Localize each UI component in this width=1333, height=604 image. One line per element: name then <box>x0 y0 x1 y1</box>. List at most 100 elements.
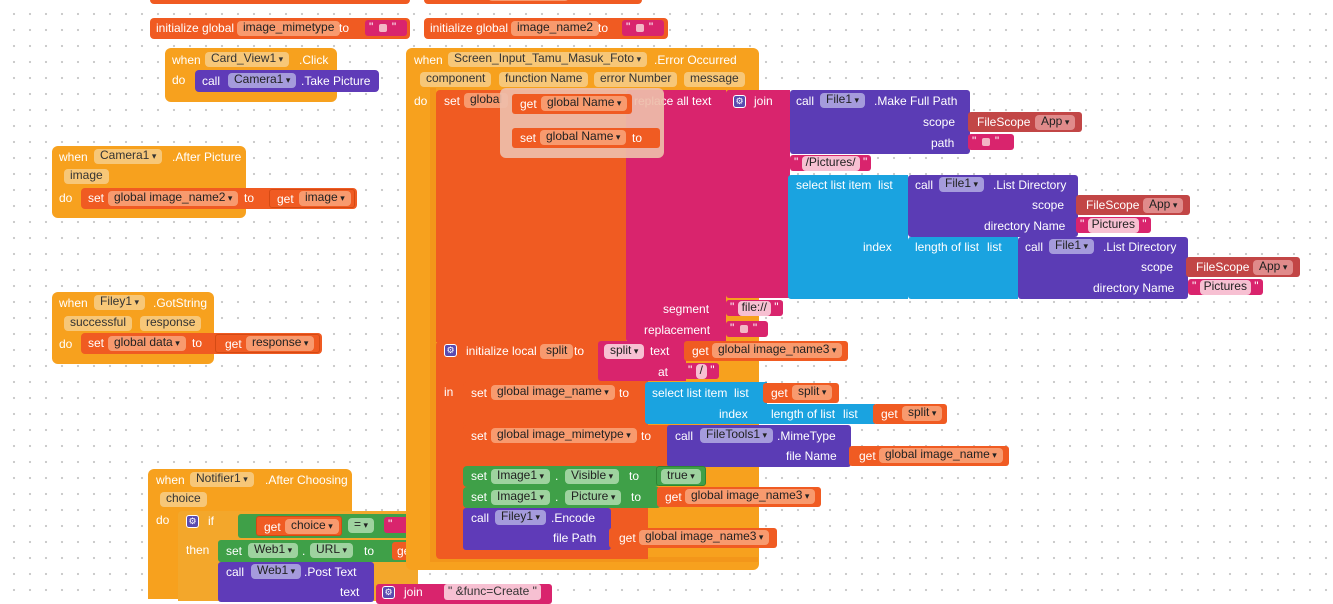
call-camera-take-picture[interactable]: call Camera1 .Take Picture <box>195 70 379 92</box>
get-name3-block[interactable]: get global image_name3 <box>684 341 848 361</box>
text-op-dropdown[interactable]: split <box>604 344 645 359</box>
call-file-list-directory[interactable]: call File1 .List Directory scope directo… <box>908 175 1078 237</box>
filescope-app-block[interactable]: FileScope App <box>1076 195 1190 215</box>
true-block[interactable]: true <box>656 466 706 486</box>
empty-text-block[interactable]: " " <box>622 20 664 36</box>
filescope-app-block[interactable]: FileScope App <box>1186 257 1300 277</box>
set-web-url-block[interactable]: set Web1 . URL to get <box>218 540 414 562</box>
component-dropdown[interactable]: Web1 <box>248 543 299 558</box>
variable-dropdown[interactable]: global image_name2 <box>108 191 239 206</box>
mutator-gear-icon[interactable]: ⚙ <box>733 95 746 108</box>
get-image-block[interactable]: get image <box>269 189 355 208</box>
set-image-picture-block[interactable]: set Image1 . Picture to <box>463 487 661 508</box>
slash-string[interactable]: " / " <box>684 363 719 379</box>
component-dropdown[interactable]: File1 <box>1049 239 1095 254</box>
component-dropdown[interactable]: Notifier1 <box>190 472 254 487</box>
variable-dropdown[interactable]: global image_name <box>491 385 615 400</box>
set-global-name2-block[interactable]: set global image_name2 to get image <box>81 188 357 209</box>
select-list-item-block[interactable]: select list item list index <box>788 175 908 299</box>
call-file-list-directory-2[interactable]: call File1 .List Directory scope directo… <box>1018 237 1188 299</box>
param-chip[interactable]: error Number <box>594 72 678 87</box>
length-of-list-block-2[interactable]: length of list list <box>763 404 875 424</box>
pictures-path-string[interactable]: " /Pictures/ " <box>790 155 872 171</box>
property-dropdown[interactable]: Visible <box>565 469 620 484</box>
component-dropdown[interactable]: Filey1 <box>495 510 547 525</box>
variable-dropdown[interactable]: global image_name <box>879 448 1003 463</box>
variable-dropdown[interactable]: global data <box>108 336 186 351</box>
set-mimetype-block[interactable]: set global image_mimetype to <box>463 425 669 467</box>
component-dropdown[interactable]: File1 <box>820 93 866 108</box>
component-dropdown[interactable]: Web1 <box>251 564 302 579</box>
variable-dropdown[interactable]: global image_mimetype <box>491 428 637 443</box>
scope-dropdown[interactable]: App <box>1035 115 1076 130</box>
scope-dropdown[interactable]: App <box>1143 198 1184 213</box>
variable-dropdown[interactable]: response <box>246 336 315 351</box>
segment-string[interactable]: " file:// " <box>726 300 783 316</box>
param-chip[interactable]: function Name <box>499 72 589 87</box>
scope-dropdown[interactable]: App <box>1253 260 1294 275</box>
init-global-mimetype-block[interactable]: initialize global image_mimetype to " " <box>150 18 410 39</box>
get-split-block[interactable]: get split <box>763 383 839 403</box>
get-response-block[interactable]: get response <box>215 334 320 353</box>
get-image-name-block[interactable]: get global image_name <box>849 446 1009 466</box>
set-image-name-block[interactable]: set global image_name to <box>463 382 647 426</box>
pictures-string[interactable]: " Pictures " <box>1076 217 1151 233</box>
param-chip[interactable]: message <box>684 72 745 87</box>
global-name-chip[interactable]: image_name2 <box>511 21 600 36</box>
partial-top-block-right[interactable]: image_name <box>424 0 642 4</box>
variable-dropdown[interactable]: image <box>299 191 351 206</box>
param-chip[interactable]: response <box>140 316 202 331</box>
mutator-gear-icon[interactable]: ⚙ <box>186 515 199 528</box>
split-text-block[interactable]: split text at <box>598 341 686 381</box>
get-name3-block-3[interactable]: get global image_name3 <box>609 528 777 548</box>
variable-dropdown[interactable]: split <box>902 406 943 421</box>
property-dropdown[interactable]: Picture <box>565 490 622 505</box>
local-var-chip[interactable]: split <box>540 344 574 359</box>
variable-dropdown[interactable]: global image_name3 <box>639 530 770 545</box>
variable-dropdown[interactable]: split <box>792 385 833 400</box>
empty-text-block[interactable]: " " <box>365 20 407 36</box>
set-global-name-block[interactable]: set global Name to <box>512 128 660 148</box>
set-image-visible-block[interactable]: set Image1 . Visible to <box>463 466 659 487</box>
variable-dropdown[interactable]: global Name <box>540 130 627 145</box>
replacement-empty-string[interactable]: " " <box>726 321 768 337</box>
variable-dropdown[interactable]: global Name <box>541 96 628 111</box>
component-dropdown[interactable]: Card_View1 <box>205 52 290 67</box>
variable-dropdown[interactable]: global <box>464 93 509 108</box>
call-web-post-text[interactable]: call Web1 .Post Text text <box>218 562 374 602</box>
variable-dropdown[interactable]: global image_name3 <box>712 343 843 358</box>
get-split-block-2[interactable]: get split <box>873 404 947 424</box>
empty-path-string[interactable]: " " <box>968 134 1014 150</box>
component-dropdown[interactable]: FileTools1 <box>700 428 774 443</box>
mutator-gear-icon[interactable]: ⚙ <box>382 586 395 599</box>
string-block[interactable]: " &func=Create " <box>444 584 541 600</box>
component-dropdown[interactable]: Camera1 <box>94 149 163 164</box>
variable-dropdown[interactable]: choice <box>285 519 339 534</box>
compare-block[interactable]: get choice = " <box>238 514 414 538</box>
param-chip[interactable]: image <box>64 169 109 184</box>
variable-dropdown[interactable]: global image_name3 <box>685 489 816 504</box>
component-dropdown[interactable]: Image1 <box>491 490 551 505</box>
call-file-make-full-path[interactable]: call File1 .Make Full Path scope path <box>790 90 970 154</box>
filescope-app-block[interactable]: FileScope App <box>968 112 1082 132</box>
property-dropdown[interactable]: URL <box>310 543 354 558</box>
set-global-data-block[interactable]: set global data to get response <box>81 333 322 354</box>
variable-flyout-popup[interactable]: get global Name set global Name to <box>500 88 664 158</box>
call-filey-encode[interactable]: call Filey1 .Encode file Path <box>463 508 611 550</box>
select-list-item-block-2[interactable]: select list item list index <box>645 382 767 424</box>
mutator-gear-icon[interactable]: ⚙ <box>444 344 457 357</box>
component-dropdown[interactable]: Screen_Input_Tamu_Masuk_Foto <box>448 52 648 67</box>
component-dropdown[interactable]: Filey1 <box>94 295 146 310</box>
param-chip[interactable]: choice <box>160 492 207 507</box>
call-filetools-mimetype[interactable]: call FileTools1 .MimeType file Name <box>667 425 851 467</box>
init-global-name2-block[interactable]: initialize global image_name2 to " " <box>424 18 668 39</box>
boolean-dropdown[interactable]: true <box>661 469 701 484</box>
partial-top-block-left[interactable] <box>150 0 410 4</box>
pictures-string[interactable]: " Pictures " <box>1188 279 1263 295</box>
get-global-name-block[interactable]: get global Name <box>512 94 632 114</box>
global-name-chip[interactable]: image_mimetype <box>237 21 341 36</box>
component-dropdown[interactable]: Image1 <box>491 469 551 484</box>
operator-dropdown[interactable]: = <box>348 518 375 533</box>
get-name3-block-2[interactable]: get global image_name3 <box>657 487 821 507</box>
join-block-partial[interactable]: ⚙ join " &func=Create " <box>376 584 552 604</box>
